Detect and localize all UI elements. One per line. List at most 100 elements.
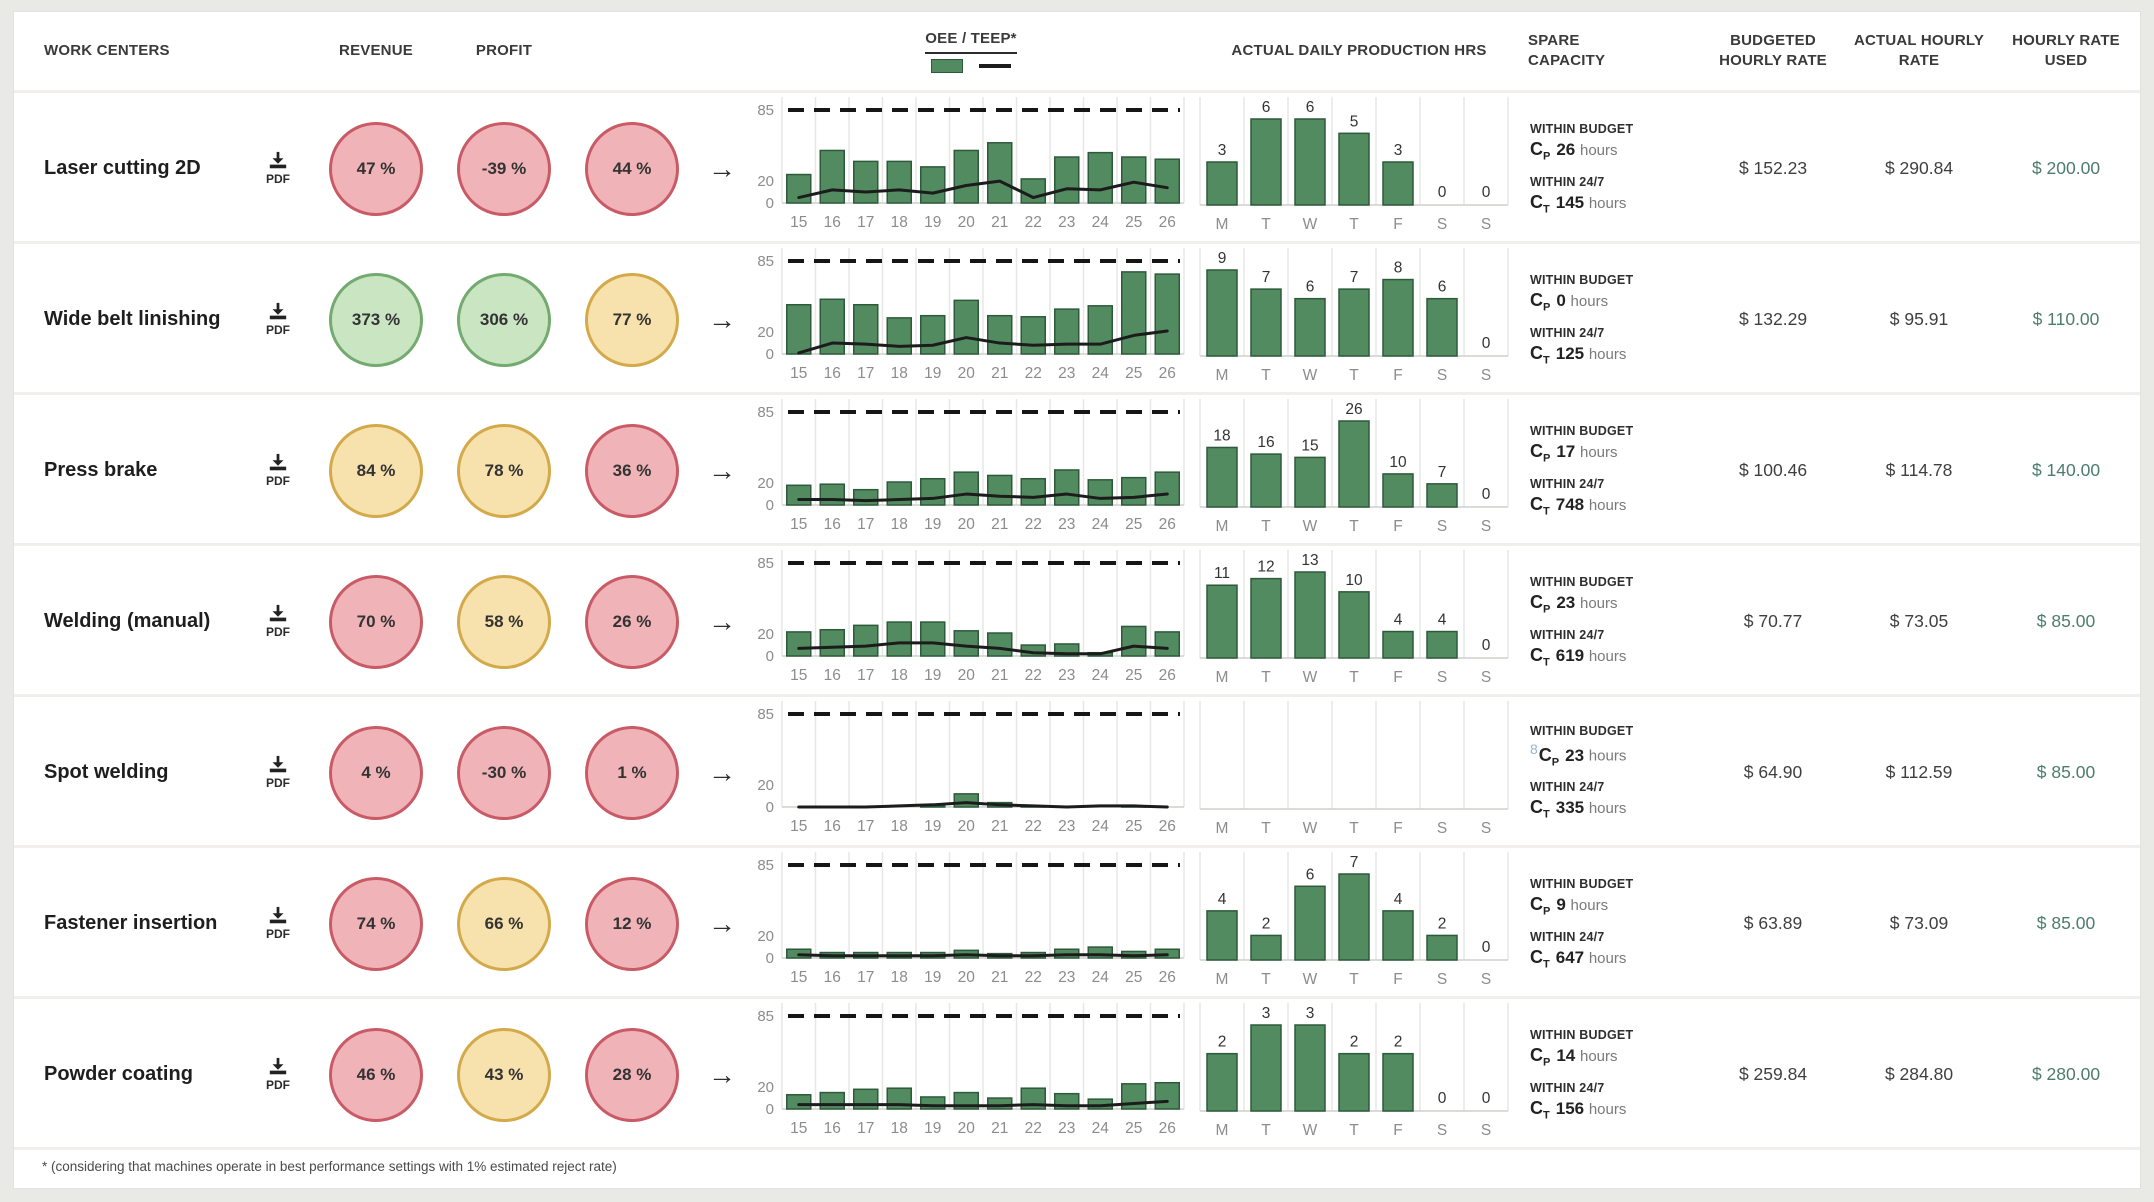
svg-text:0: 0 bbox=[766, 799, 774, 816]
pdf-download-button[interactable]: PDF bbox=[244, 755, 312, 790]
hourly-rate-used: $ 85.00 bbox=[2036, 611, 2096, 631]
work-center-name: Press brake bbox=[44, 459, 158, 481]
ct-symbol: CT bbox=[1530, 644, 1550, 669]
svg-text:23: 23 bbox=[1058, 365, 1075, 382]
gauge-cell: 44 % bbox=[568, 121, 696, 216]
cp-symbol: CP bbox=[1530, 289, 1551, 314]
svg-text:22: 22 bbox=[1025, 818, 1042, 835]
table-row: Press brake PDF 84 % 78 % 36 % → 85 20 0 15 16 17 18… bbox=[14, 395, 2140, 546]
svg-text:6: 6 bbox=[1438, 279, 1447, 296]
budgeted-hourly-rate: $ 132.29 bbox=[1738, 309, 1808, 329]
gauge-cell: 58 % bbox=[440, 574, 568, 669]
svg-text:T: T bbox=[1349, 518, 1359, 535]
profit-gauge: 306 % bbox=[457, 272, 551, 367]
svg-text:6: 6 bbox=[1262, 99, 1271, 116]
profit-gauge: -30 % bbox=[457, 725, 551, 820]
svg-text:26: 26 bbox=[1159, 214, 1176, 231]
svg-text:26: 26 bbox=[1159, 365, 1176, 382]
oee-teep-chart: 85 20 0 15 16 17 18 19 20 21 22 23 24 25 26 bbox=[757, 852, 1185, 986]
within-budget-label: WITHIN BUDGET bbox=[1530, 121, 1634, 136]
spare-capacity-cell: WITHIN BUDGET CP 0 hours WITHIN 24/7 CT 125 h… bbox=[1524, 273, 1700, 366]
svg-text:12: 12 bbox=[1257, 559, 1274, 576]
svg-text:20: 20 bbox=[958, 969, 976, 986]
svg-text:F: F bbox=[1393, 216, 1402, 233]
oee-chart-cell: 85 20 0 15 16 17 18 19 20 21 22 23 24 25 26 bbox=[748, 93, 1194, 244]
hourly-rate-used: $ 85.00 bbox=[2036, 913, 2096, 933]
svg-text:19: 19 bbox=[924, 1120, 941, 1137]
svg-text:T: T bbox=[1349, 367, 1359, 384]
svg-text:22: 22 bbox=[1025, 969, 1042, 986]
svg-text:0: 0 bbox=[766, 346, 774, 363]
gauge-cell: 78 % bbox=[440, 423, 568, 518]
svg-text:24: 24 bbox=[1092, 516, 1110, 533]
svg-text:22: 22 bbox=[1025, 1120, 1042, 1137]
ct-symbol: CT bbox=[1530, 493, 1550, 518]
pdf-download-button[interactable]: PDF bbox=[244, 453, 312, 488]
ct-hours-value: CT 748 hours bbox=[1530, 493, 1627, 518]
actual-hourly-rate: $ 112.59 bbox=[1885, 762, 1953, 782]
col-header-rate-used: HOURLY RATE USED bbox=[2012, 31, 2120, 69]
svg-text:17: 17 bbox=[857, 214, 874, 231]
svg-text:3: 3 bbox=[1306, 1005, 1315, 1022]
svg-text:S: S bbox=[1437, 669, 1447, 686]
svg-text:T: T bbox=[1349, 971, 1359, 988]
gauge-cell: 1 % bbox=[568, 725, 696, 820]
svg-text:16: 16 bbox=[824, 667, 841, 684]
budgeted-hourly-rate: $ 64.90 bbox=[1743, 762, 1803, 782]
svg-text:15: 15 bbox=[790, 365, 807, 382]
col-header-spare-capacity: SPARE CAPACITY bbox=[1528, 31, 1606, 69]
cp-symbol: CP bbox=[1530, 138, 1551, 163]
spare-capacity-cell: WITHIN BUDGET CP 14 hours WITHIN 24/7 CT 156 … bbox=[1524, 1028, 1700, 1121]
svg-text:0: 0 bbox=[1482, 486, 1491, 503]
svg-text:25: 25 bbox=[1125, 516, 1142, 533]
svg-text:7: 7 bbox=[1350, 269, 1359, 286]
svg-text:S: S bbox=[1437, 367, 1447, 384]
pdf-download-button[interactable]: PDF bbox=[244, 906, 312, 941]
svg-text:25: 25 bbox=[1125, 667, 1142, 684]
svg-text:3: 3 bbox=[1218, 142, 1227, 159]
pdf-download-button[interactable]: PDF bbox=[244, 604, 312, 639]
daily-production-chart: 9 7 6 7 8 6 0 M T W T F S S bbox=[1199, 248, 1509, 384]
svg-text:F: F bbox=[1393, 669, 1402, 686]
pdf-label: PDF bbox=[266, 474, 290, 488]
stray-mark: 8 bbox=[1530, 741, 1538, 758]
within-247-label: WITHIN 24/7 bbox=[1530, 780, 1605, 795]
spare-capacity-cell: WITHIN BUDGET 8CP 23 hours WITHIN 24/7 CT 335… bbox=[1524, 724, 1700, 821]
svg-text:S: S bbox=[1481, 1122, 1491, 1139]
svg-text:F: F bbox=[1393, 971, 1402, 988]
ct-symbol: CT bbox=[1530, 342, 1550, 367]
gauge-cell: 74 % bbox=[312, 876, 440, 971]
actual-hourly-rate: $ 114.78 bbox=[1885, 460, 1953, 480]
pdf-download-button[interactable]: PDF bbox=[244, 302, 312, 337]
svg-text:85: 85 bbox=[757, 404, 774, 421]
revenue-gauge: 74 % bbox=[329, 876, 423, 971]
svg-text:4: 4 bbox=[1394, 612, 1403, 629]
svg-text:0: 0 bbox=[1482, 335, 1491, 352]
profit-gauge: 43 % bbox=[457, 1027, 551, 1122]
spare-capacity-cell: WITHIN BUDGET CP 9 hours WITHIN 24/7 CT 647 h… bbox=[1524, 877, 1700, 970]
gauge-cell: 26 % bbox=[568, 574, 696, 669]
svg-text:25: 25 bbox=[1125, 214, 1142, 231]
svg-text:M: M bbox=[1216, 1122, 1229, 1139]
svg-text:S: S bbox=[1437, 971, 1447, 988]
svg-text:2: 2 bbox=[1218, 1034, 1227, 1051]
arrow-right-icon: → bbox=[708, 303, 736, 335]
pdf-label: PDF bbox=[266, 323, 290, 337]
gauge-cell: 70 % bbox=[312, 574, 440, 669]
within-247-label: WITHIN 24/7 bbox=[1530, 174, 1605, 189]
pdf-download-button[interactable]: PDF bbox=[244, 151, 312, 186]
svg-text:26: 26 bbox=[1159, 516, 1176, 533]
oee-teep-chart: 85 20 0 15 16 17 18 19 20 21 22 23 24 25 26 bbox=[757, 1003, 1185, 1137]
prod-chart-cell: 4 2 6 7 4 2 0 M T W T F S S bbox=[1194, 848, 1524, 999]
table-row: Wide belt linishing PDF 373 % 306 % 77 % → 85 2… bbox=[14, 244, 2140, 395]
table-row: Welding (manual) PDF 70 % 58 % 26 % → 85 20 0 15 1… bbox=[14, 546, 2140, 697]
svg-text:S: S bbox=[1437, 820, 1447, 837]
table-row: Fastener insertion PDF 74 % 66 % 12 % → 85 20 0 1… bbox=[14, 848, 2140, 999]
svg-text:19: 19 bbox=[924, 365, 941, 382]
pdf-download-button[interactable]: PDF bbox=[244, 1057, 312, 1092]
svg-text:0: 0 bbox=[1482, 184, 1491, 201]
svg-text:F: F bbox=[1393, 367, 1402, 384]
spare-capacity-cell: WITHIN BUDGET CP 17 hours WITHIN 24/7 CT 748 … bbox=[1524, 424, 1700, 517]
svg-text:0: 0 bbox=[1482, 637, 1491, 654]
svg-text:S: S bbox=[1437, 518, 1447, 535]
